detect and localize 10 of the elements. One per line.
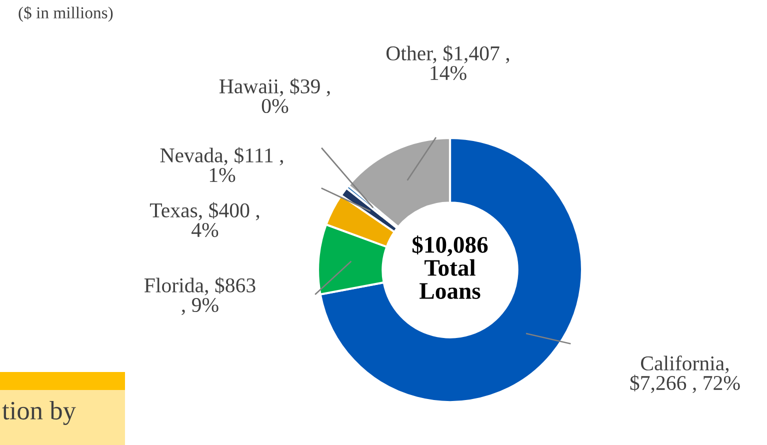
slice-label: Florida, $863 , 9% xyxy=(144,277,256,316)
slice-label: California, $7,266 , 72% xyxy=(630,356,740,394)
text: tion by xyxy=(2,400,76,426)
slice-label: Other, $1,407 , 14% xyxy=(386,45,510,80)
slice-label: Hawaii, $39 , 0% xyxy=(219,78,330,114)
text: $10,086 Total Loans xyxy=(412,236,488,299)
chart-subtitle: ($ in millions) xyxy=(18,6,113,22)
donut-slice xyxy=(319,136,584,404)
slice-label: Nevada, $111 , 1% xyxy=(160,147,283,182)
slice-label: Texas, $400 , 4% xyxy=(150,202,260,238)
